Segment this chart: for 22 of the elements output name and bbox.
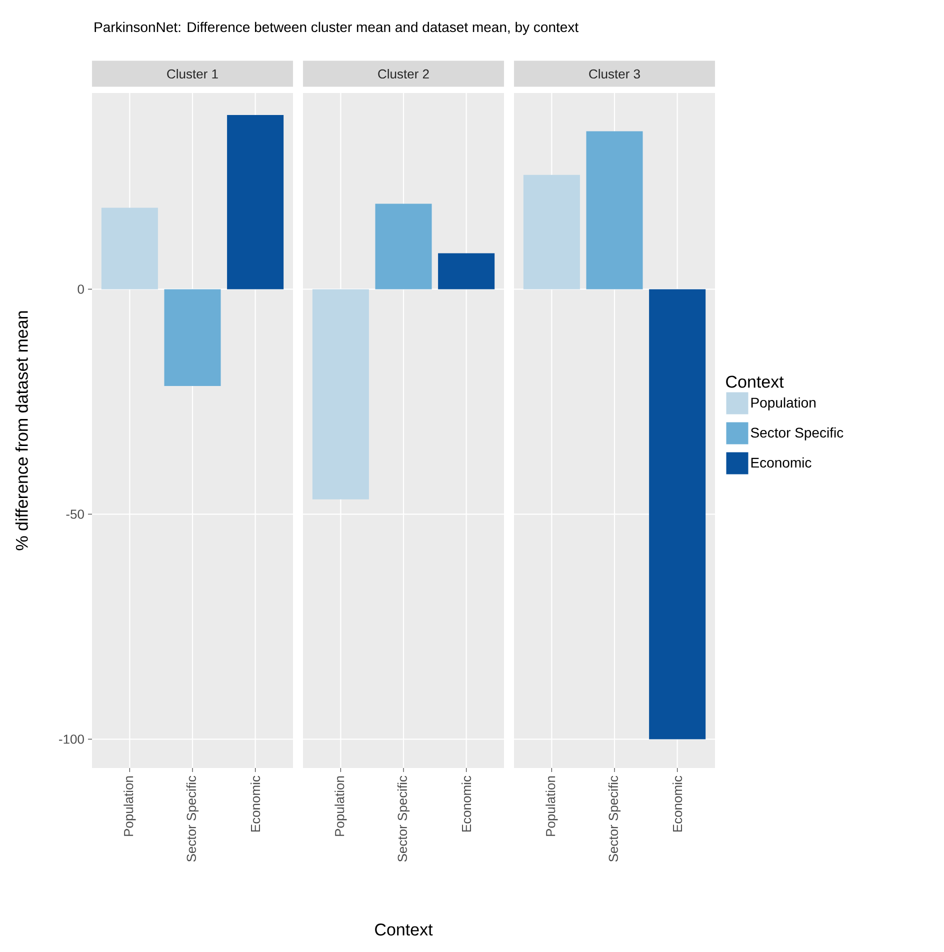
y-tick-label: 0 [78, 284, 84, 294]
x-tick-label: Sector Specific [397, 776, 410, 862]
x-tick-label: Economic [672, 776, 682, 832]
legend-title: Context [726, 376, 784, 388]
y-tick-label: -100 [59, 734, 84, 744]
x-tick-label: Population [124, 776, 136, 836]
legend-label: Economic [751, 457, 812, 468]
x-tick-label: Economic [462, 776, 472, 832]
text: ParkinsonNet: Difference between cluster mean and dataset mean, by context [94, 22, 578, 35]
y-tick-label: -50 [66, 510, 84, 519]
chart-title: Cluster 2 [378, 69, 429, 79]
chart-title: Cluster 3 [589, 69, 640, 79]
x-tick-label: Sector Specific [186, 776, 199, 862]
x-tick-label: Population [546, 776, 558, 836]
chart-title: Cluster 1 [167, 69, 218, 79]
x-tick-label: Population [334, 776, 347, 836]
legend-label: Sector Specific [750, 427, 844, 440]
x-axis-title: Context [375, 924, 433, 936]
x-tick-label: Sector Specific [608, 776, 621, 862]
y-axis-title: % difference from dataset mean [15, 311, 28, 550]
x-tick-label: Economic [250, 776, 260, 832]
legend-label: Population [751, 397, 816, 410]
